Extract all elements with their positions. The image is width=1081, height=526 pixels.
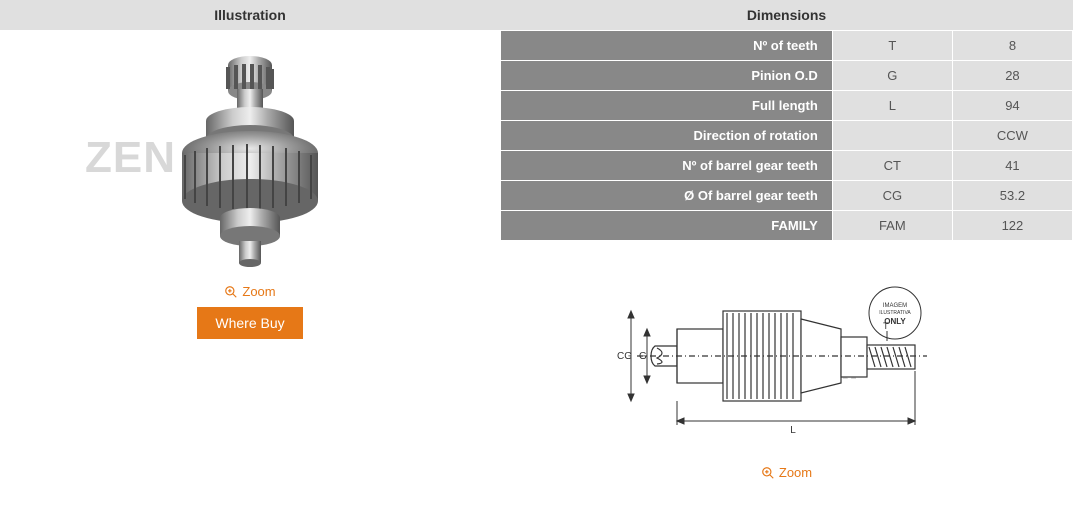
dim-code: CT [832, 151, 952, 181]
where-buy-button[interactable]: Where Buy [197, 307, 302, 339]
svg-text:L: L [790, 425, 796, 436]
svg-text:T: T [883, 321, 889, 331]
zoom-icon [224, 285, 238, 299]
table-row: Ø Of barrel gear teethCG53.2 [501, 181, 1073, 211]
svg-text:ILUSTRATIVA: ILUSTRATIVA [879, 310, 911, 316]
svg-text:G: G [639, 351, 647, 362]
illustration-header: Illustration [0, 0, 500, 30]
zoom-label: Zoom [779, 465, 812, 480]
table-row: FAMILYFAM122 [501, 211, 1073, 241]
table-row: Direction of rotation CCW [501, 121, 1073, 151]
dim-label: FAMILY [501, 211, 833, 241]
schematic-area: ZEN S.A. [500, 271, 1073, 480]
dimensions-table: Nº of teethT8Pinion O.DG28Full lengthL94… [500, 30, 1073, 241]
zoom-icon [761, 466, 775, 480]
dim-code: L [832, 91, 952, 121]
dim-label: Pinion O.D [501, 61, 833, 91]
dimensions-header: Dimensions [500, 0, 1073, 30]
dim-value: 28 [952, 61, 1072, 91]
svg-text:CG: CG [617, 351, 632, 362]
illustration-panel: Illustration ZEN S.A. [0, 0, 500, 526]
dim-label: Nº of barrel gear teeth [501, 151, 833, 181]
product-image: ZEN S.A. [140, 38, 360, 278]
table-row: Nº of barrel gear teethCT41 [501, 151, 1073, 181]
table-row: Pinion O.DG28 [501, 61, 1073, 91]
dim-label: Nº of teeth [501, 31, 833, 61]
dim-value: 41 [952, 151, 1072, 181]
svg-text:IMAGEM: IMAGEM [882, 303, 906, 309]
dim-value: 94 [952, 91, 1072, 121]
dim-code [832, 121, 952, 151]
table-row: Full lengthL94 [501, 91, 1073, 121]
dimensions-panel: Dimensions Nº of teethT8Pinion O.DG28Ful… [500, 0, 1081, 526]
dim-code: T [832, 31, 952, 61]
schematic-badge: IMAGEM ILUSTRATIVA ONLY [869, 287, 921, 339]
schematic-svg: IMAGEM ILUSTRATIVA ONLY CG G [617, 271, 957, 451]
zoom-link[interactable]: Zoom [224, 284, 275, 299]
dim-value: CCW [952, 121, 1072, 151]
dim-code: CG [832, 181, 952, 211]
dim-label: Direction of rotation [501, 121, 833, 151]
zoom-link-schematic[interactable]: Zoom [761, 465, 812, 480]
product-gear-svg [165, 43, 335, 273]
dim-code: FAM [832, 211, 952, 241]
dim-value: 122 [952, 211, 1072, 241]
table-row: Nº of teethT8 [501, 31, 1073, 61]
dim-label: Ø Of barrel gear teeth [501, 181, 833, 211]
dim-value: 8 [952, 31, 1072, 61]
zoom-label: Zoom [242, 284, 275, 299]
dim-value: 53.2 [952, 181, 1072, 211]
dim-code: G [832, 61, 952, 91]
dim-label: Full length [501, 91, 833, 121]
